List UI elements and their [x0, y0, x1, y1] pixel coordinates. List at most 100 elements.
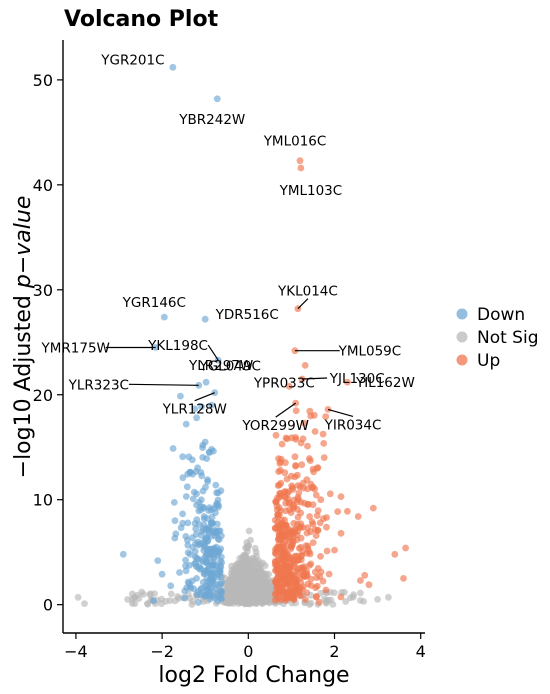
- data-point-not-sig: [247, 582, 255, 590]
- data-point-down: [215, 503, 222, 511]
- data-point-down: [119, 550, 127, 558]
- data-point-down: [150, 597, 157, 604]
- data-point-down: [202, 525, 210, 532]
- data-point-up: [272, 550, 280, 558]
- data-point-down: [179, 519, 187, 527]
- data-point-down: [181, 594, 189, 602]
- data-point-up: [304, 442, 311, 450]
- data-point-up: [313, 593, 320, 600]
- legend-marker-up: [456, 354, 468, 366]
- data-point-up: [306, 407, 314, 415]
- x-tick-label: 0: [243, 642, 253, 661]
- data-point-up: [314, 527, 322, 534]
- data-point-up: [357, 577, 364, 584]
- data-point-up: [325, 570, 333, 578]
- data-point-down: [189, 544, 197, 551]
- data-point-down: [170, 499, 178, 506]
- gene-label: YJL130C: [329, 371, 385, 387]
- data-point-down: [189, 470, 197, 478]
- data-point-up: [286, 590, 294, 598]
- leader-lines: [105, 298, 354, 418]
- gene-label: YML016C: [263, 134, 327, 150]
- data-point-up: [292, 407, 300, 415]
- data-point-down: [213, 520, 221, 528]
- data-point-up: [278, 532, 286, 540]
- data-point-up: [311, 428, 319, 435]
- leader-line: [327, 408, 354, 417]
- data-point-down: [204, 552, 211, 560]
- data-point-up: [289, 505, 297, 512]
- data-point-down: [214, 489, 222, 497]
- data-point-up: [298, 461, 306, 469]
- data-point-down: [197, 469, 205, 476]
- data-point-down: [186, 561, 193, 569]
- leader-line: [302, 377, 328, 380]
- data-point-down: [199, 487, 207, 495]
- y-axis-title: −log10 Adjusted p−value: [11, 196, 36, 479]
- data-point-down: [176, 569, 183, 576]
- data-point-down: [201, 315, 209, 323]
- data-point-up: [283, 475, 291, 483]
- data-point-up: [323, 547, 331, 555]
- data-point-up: [293, 580, 300, 588]
- data-point-up: [294, 482, 302, 489]
- data-point-down: [201, 438, 209, 446]
- data-point-up: [299, 435, 307, 443]
- data-point-up: [301, 362, 309, 369]
- data-point-down: [210, 526, 218, 534]
- data-point-down: [218, 553, 225, 561]
- points-layer: [74, 63, 409, 608]
- data-point-not-sig: [246, 600, 254, 608]
- data-point-not-sig: [242, 544, 249, 552]
- data-point-up: [326, 490, 334, 498]
- data-point-not-sig: [253, 552, 260, 560]
- data-point-up: [311, 485, 319, 493]
- gene-label: YML059C: [338, 344, 402, 360]
- data-point-not-sig: [167, 590, 175, 598]
- data-point-down: [194, 599, 202, 606]
- data-point-not-sig: [251, 544, 259, 552]
- data-point-up: [312, 532, 320, 539]
- data-point-down: [193, 516, 201, 523]
- data-point-not-sig: [240, 551, 248, 559]
- data-point-not-sig: [342, 598, 350, 605]
- data-point-down: [154, 557, 162, 564]
- data-point-not-sig: [144, 600, 152, 608]
- legend-label: Down: [477, 305, 525, 325]
- data-point-down: [210, 569, 218, 576]
- data-point-up: [283, 550, 291, 557]
- gene-label: YDR516C: [215, 307, 279, 323]
- data-point-up: [291, 453, 299, 461]
- data-point-up: [309, 539, 317, 546]
- data-point-not-sig: [135, 595, 143, 602]
- data-point-down: [189, 495, 197, 503]
- gene-label: YKL014C: [277, 284, 338, 300]
- gene-label: YPR033C: [253, 375, 315, 391]
- data-point-down: [188, 456, 196, 464]
- data-point-up: [295, 489, 303, 497]
- data-point-not-sig: [171, 597, 179, 605]
- data-point-down: [179, 453, 187, 461]
- data-point-not-sig: [224, 584, 232, 592]
- data-point-not-sig: [81, 600, 88, 607]
- data-point-down: [212, 481, 220, 489]
- data-point-up: [292, 436, 300, 443]
- data-point-up: [354, 513, 362, 520]
- data-point-up: [272, 431, 280, 439]
- data-point-up: [322, 586, 330, 594]
- data-point-up: [323, 514, 330, 521]
- data-point-up: [277, 507, 284, 514]
- data-point-up: [300, 479, 307, 487]
- data-point-up: [300, 419, 308, 427]
- y-tick-label: 10: [33, 491, 53, 510]
- data-point-up: [313, 464, 321, 472]
- data-point-up: [334, 508, 342, 515]
- data-point-up: [272, 579, 280, 586]
- data-point-down: [183, 483, 191, 491]
- data-point-not-sig: [74, 593, 82, 601]
- x-tick-label: −2: [150, 642, 174, 661]
- data-point-up: [276, 568, 284, 576]
- legend: Down Not Sig Up: [456, 305, 539, 371]
- data-point-up: [290, 563, 298, 571]
- x-tick-label: 4: [416, 642, 426, 661]
